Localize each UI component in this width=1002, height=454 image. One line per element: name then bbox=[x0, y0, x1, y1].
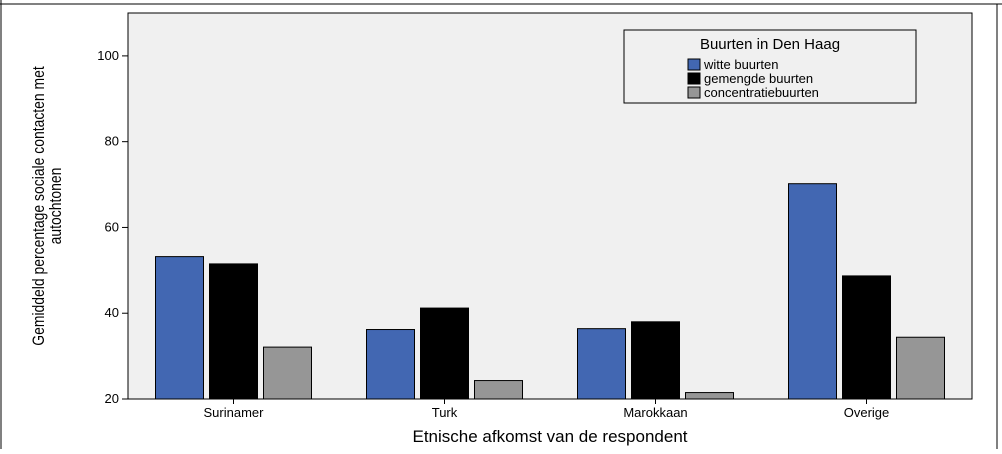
bar-overige-concentratiebuurten bbox=[896, 336, 945, 400]
x-tick-label: Marokkaan bbox=[623, 405, 687, 420]
y-axis-label: Gemiddeld percentage sociale contacten m… bbox=[30, 66, 66, 346]
y-tick-label: 80 bbox=[105, 134, 119, 149]
legend-swatch bbox=[687, 72, 701, 85]
y-tick-label: 100 bbox=[97, 48, 119, 63]
bar-turk-concentratiebuurten bbox=[474, 380, 523, 400]
y-axis-label-line-2: autochtonen bbox=[47, 168, 66, 245]
bar-marokkaan-concentratiebuurten bbox=[685, 392, 734, 400]
bar-turk-witte-buurten bbox=[366, 329, 415, 400]
y-tick-label: 40 bbox=[105, 305, 119, 320]
x-tick-label: Surinamer bbox=[204, 405, 265, 420]
legend-box bbox=[623, 29, 917, 104]
x-tick-label: Overige bbox=[844, 405, 890, 420]
bars-layer bbox=[155, 183, 945, 400]
y-tick-label: 20 bbox=[105, 391, 119, 406]
legend-item-label: gemengde buurten bbox=[704, 71, 813, 86]
bar-overige-gemengde-buurten bbox=[842, 275, 891, 400]
legend: Buurten in Den Haag witte buurtengemengd… bbox=[623, 29, 917, 104]
legend-title: Buurten in Den Haag bbox=[700, 36, 840, 53]
legend-item-label: concentratiebuurten bbox=[704, 85, 819, 100]
x-axis: Surinamer Turk Marokkaan Overige bbox=[204, 399, 890, 420]
bar-surinamer-witte-buurten bbox=[155, 256, 204, 400]
legend-swatch bbox=[687, 86, 701, 99]
legend-swatch bbox=[687, 58, 701, 71]
legend-item-label: witte buurten bbox=[703, 57, 778, 72]
x-tick-label: Turk bbox=[432, 405, 458, 420]
bar-marokkaan-witte-buurten bbox=[577, 328, 626, 400]
y-axis-label-line-1: Gemiddeld percentage sociale contacten m… bbox=[30, 66, 49, 346]
bar-turk-gemengde-buurten bbox=[420, 307, 469, 400]
bar-overige-witte-buurten bbox=[788, 183, 837, 400]
y-tick-label: 60 bbox=[105, 219, 119, 234]
bar-marokkaan-gemengde-buurten bbox=[631, 321, 680, 400]
x-axis-label: Etnische afkomst van de respondent bbox=[413, 427, 688, 446]
bar-surinamer-gemengde-buurten bbox=[209, 263, 258, 400]
bar-surinamer-concentratiebuurten bbox=[263, 346, 312, 400]
y-axis: 20 40 60 80 100 bbox=[97, 48, 128, 406]
